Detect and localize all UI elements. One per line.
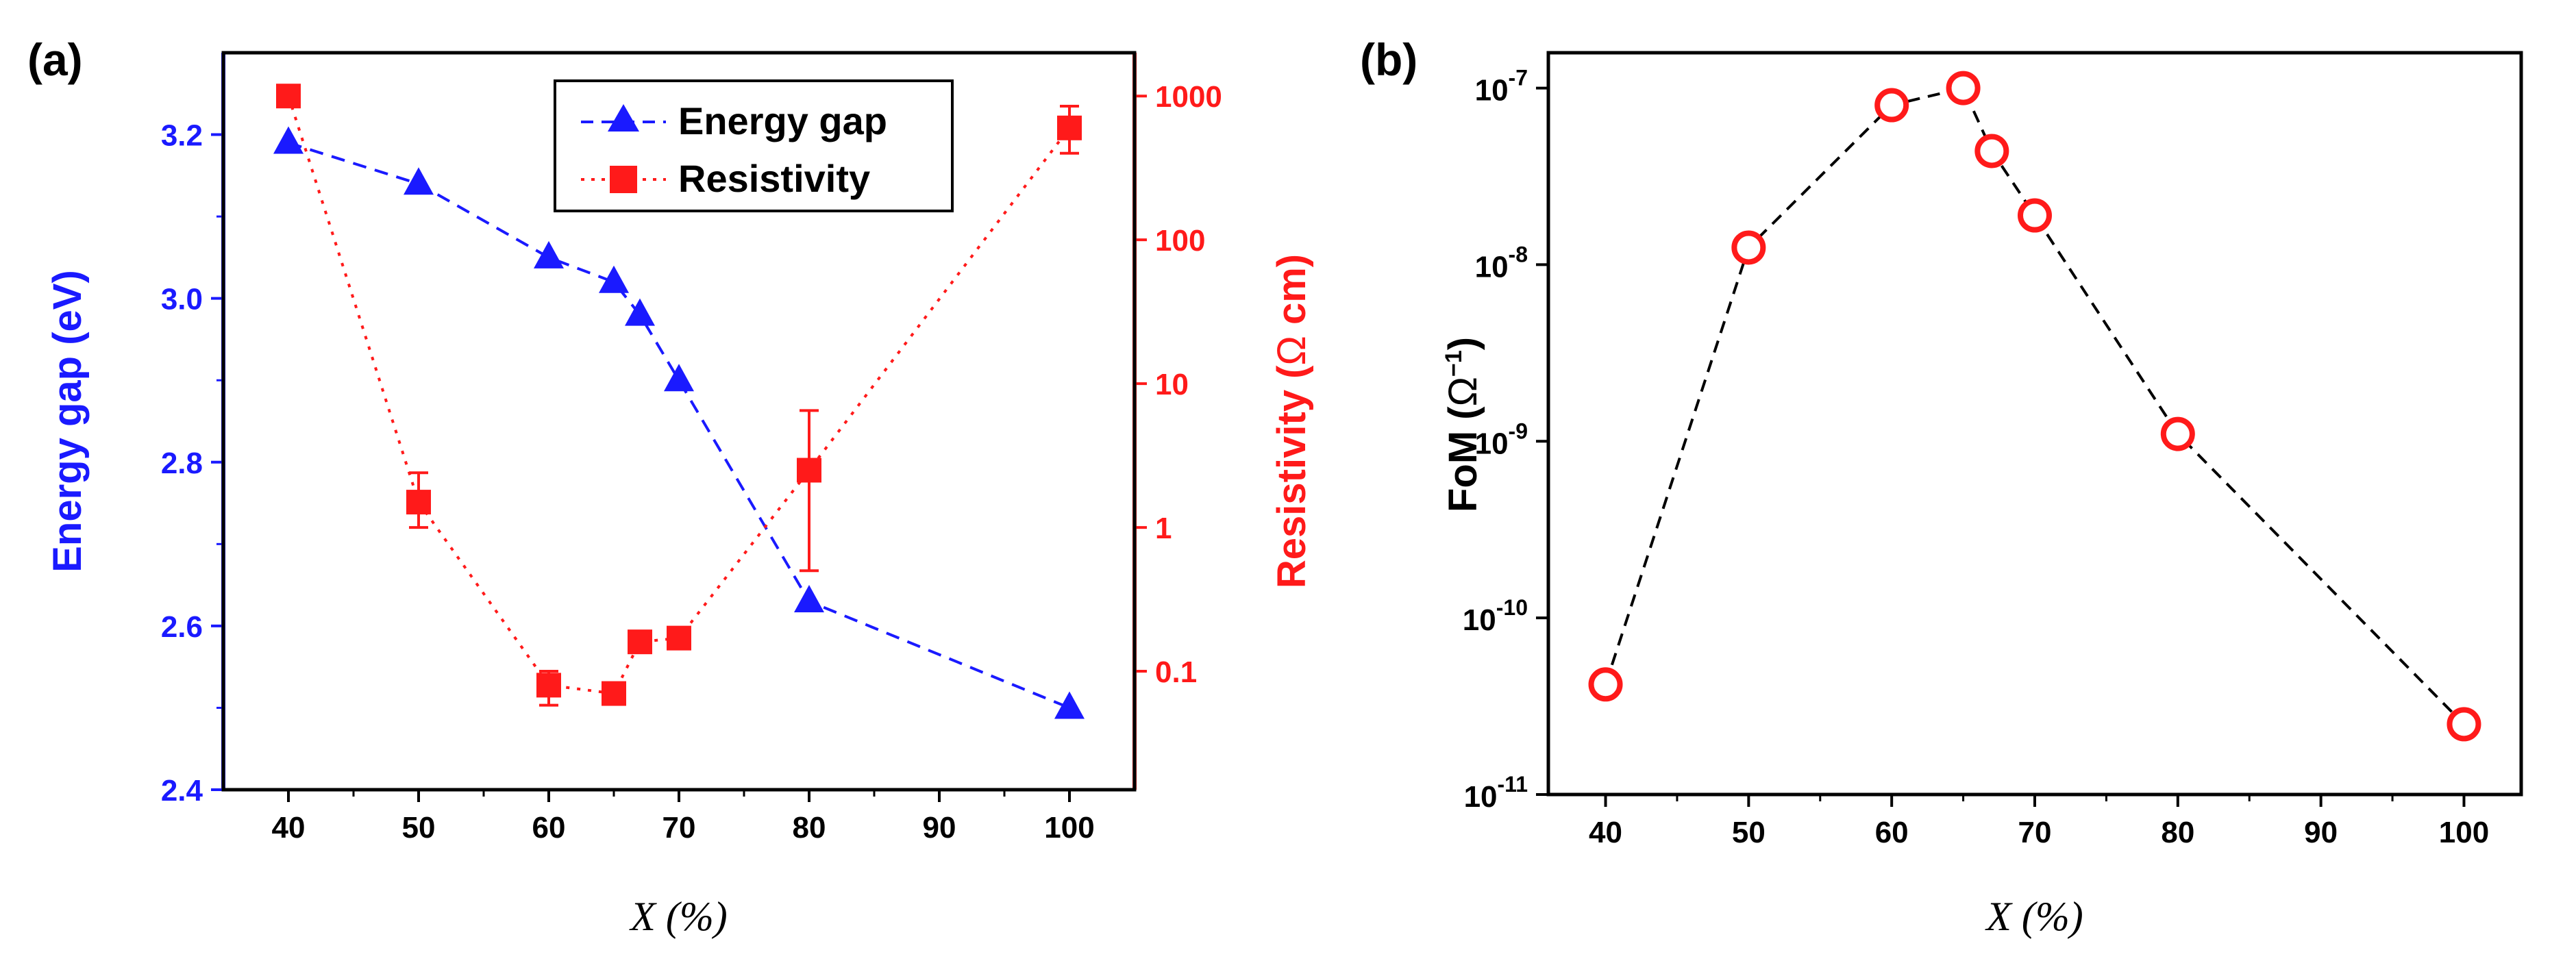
y-tick-label-b-base: 10 xyxy=(1475,74,1509,108)
y-tick-label-b-base: 10 xyxy=(1475,427,1509,460)
fom-point xyxy=(1731,230,1766,265)
x-tick-label-b: 50 xyxy=(1732,816,1766,849)
y-tick-label-b-exp: -11 xyxy=(1498,772,1528,797)
fom-point xyxy=(2160,416,2195,451)
y-axis-title-b-exp: −1 xyxy=(1441,350,1467,377)
panel-a: (a) 40 50 60 70 80 90 100 2.4 2.6 2.8 3.0 3.2 0.1 1 10… xyxy=(27,34,1314,939)
x-tick-label-a: 70 xyxy=(662,811,696,845)
legend-label-energy: Energy gap xyxy=(678,99,887,142)
y-tick-label-b: 10-10 xyxy=(1463,595,1528,637)
y-tick-label-b: 10-9 xyxy=(1475,418,1528,460)
y-axis-title-b-main: FoM ( xyxy=(1441,406,1485,512)
right-tick-label: 10 xyxy=(1155,368,1189,401)
y-tick-label-b: 10-8 xyxy=(1475,242,1528,284)
x-axis-title-b-var: X xyxy=(1985,894,2013,939)
x-tick-label-b: 80 xyxy=(2161,816,2194,849)
right-axis-title-main: Resistivity ( xyxy=(1270,365,1314,588)
left-axis-title: Energy gap (eV) xyxy=(45,270,90,573)
fom-point xyxy=(2018,198,2052,233)
resistivity-point xyxy=(536,673,561,698)
x-tick-label-a: 100 xyxy=(1044,811,1094,845)
right-tick-label: 100 xyxy=(1155,224,1205,258)
plot-frame-b xyxy=(1546,51,2523,797)
legend-marker-triangle xyxy=(608,104,639,132)
fom-line xyxy=(1604,86,2465,725)
x-axis-title-a-var: X xyxy=(629,894,657,939)
fom-point xyxy=(1946,71,1981,105)
energy-gap-point xyxy=(534,240,564,268)
resistivity-point xyxy=(406,490,431,515)
energy-gap-point xyxy=(664,364,694,392)
legend: Energy gap Resistivity xyxy=(554,79,954,212)
y-tick-label-b: 10-7 xyxy=(1475,66,1528,108)
legend-label-resistivity: Resistivity xyxy=(678,157,870,200)
x-axis-title-a: X (%) xyxy=(629,894,728,939)
left-tick-label: 2.8 xyxy=(161,447,203,480)
x-tick-label-a: 60 xyxy=(532,811,566,845)
energy-gap-point xyxy=(599,265,629,293)
fom-point xyxy=(1874,88,1909,123)
resistivity-line xyxy=(287,95,1071,695)
energy-gap-line xyxy=(288,141,1070,710)
energy-gap-point xyxy=(794,585,824,613)
left-tick-label: 3.2 xyxy=(161,119,203,153)
x-tick-label-a: 40 xyxy=(272,811,306,845)
fom-point xyxy=(1974,134,2009,168)
x-axis-title-b: X (%) xyxy=(1985,894,2083,939)
right-axis-title-end: cm) xyxy=(1270,254,1314,336)
y-tick-label-b-exp: -8 xyxy=(1509,242,1528,266)
panel-b-label: (b) xyxy=(1360,34,1417,85)
x-tick-label-a: 50 xyxy=(402,811,436,845)
y-tick-label-b-exp: -7 xyxy=(1509,66,1528,90)
y-tick-label-b-exp: -10 xyxy=(1496,595,1528,620)
right-axis-title: Resistivity (Ω cm) xyxy=(1270,254,1314,588)
x-axis-title-a-unit: (%) xyxy=(656,894,728,939)
right-tick-label: 1 xyxy=(1155,512,1172,545)
fom-point xyxy=(1588,667,1623,702)
resistivity-point xyxy=(276,84,301,109)
energy-gap-point xyxy=(625,298,655,326)
left-tick-label: 2.4 xyxy=(161,774,203,808)
left-tick-label: 2.6 xyxy=(161,610,203,644)
x-tick-label-b: 40 xyxy=(1589,816,1622,849)
right-axis-title-omega: Ω xyxy=(1270,336,1314,365)
legend-marker-square xyxy=(610,166,637,193)
energy-gap-point xyxy=(1054,691,1085,719)
y-axis-title-b: FoM (Ω−1) xyxy=(1441,337,1485,512)
x-tick-label-b: 100 xyxy=(2439,816,2489,849)
energy-gap-point xyxy=(273,126,304,154)
panel-b: (b) 40 50 60 70 80 90 10010-1110-1010-910-810-… xyxy=(1360,34,2523,939)
resistivity-point xyxy=(628,629,652,655)
x-tick-label-a: 80 xyxy=(793,811,826,845)
y-tick-label-b-base: 10 xyxy=(1464,780,1498,814)
x-axis-title-b-unit: (%) xyxy=(2011,894,2083,939)
y-axis-title-b-omega: Ω xyxy=(1441,377,1485,406)
resistivity-point xyxy=(602,681,626,706)
plot-frame-a xyxy=(221,51,1137,792)
x-tick-label-a: 90 xyxy=(923,811,956,845)
y-tick-label-b: 10-11 xyxy=(1464,772,1528,814)
fom-point xyxy=(2447,707,2481,742)
x-tick-label-b: 90 xyxy=(2304,816,2338,849)
energy-gap-point xyxy=(404,167,434,195)
x-tick-label-b: 70 xyxy=(2018,816,2052,849)
y-tick-label-b-base: 10 xyxy=(1463,603,1496,637)
right-tick-label: 0.1 xyxy=(1155,655,1197,689)
x-tick-label-b: 60 xyxy=(1875,816,1909,849)
resistivity-point xyxy=(797,458,821,483)
panel-a-label: (a) xyxy=(27,34,83,85)
y-axis-title-b-end: ) xyxy=(1441,337,1485,350)
resistivity-point xyxy=(1057,115,1082,140)
resistivity-point xyxy=(667,625,691,651)
left-tick-label: 3.0 xyxy=(161,283,203,316)
y-tick-label-b-exp: -9 xyxy=(1509,418,1528,443)
right-tick-label: 1000 xyxy=(1155,80,1222,114)
y-tick-label-b-base: 10 xyxy=(1475,250,1509,284)
